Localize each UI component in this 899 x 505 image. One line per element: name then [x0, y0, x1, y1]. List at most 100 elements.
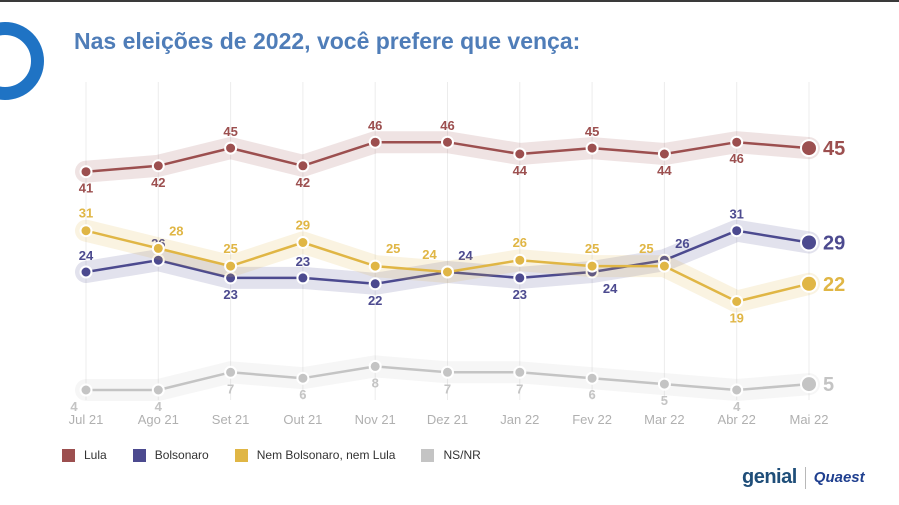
data-label-bolsonaro: 22 — [368, 293, 382, 308]
point-bolsonaro — [79, 265, 93, 279]
point-lula — [657, 147, 671, 161]
point-nem — [368, 259, 382, 273]
point-nem — [296, 236, 310, 249]
point-lula — [296, 159, 310, 173]
point-bolsonaro — [513, 271, 527, 285]
sponsor-logos: genial Quaest — [742, 466, 865, 489]
legend-label-nem: Nem Bolsonaro, nem Lula — [256, 448, 396, 462]
data-label-nsnr: 7 — [444, 381, 451, 396]
data-label-nsnr: 5 — [661, 393, 668, 408]
x-tick-label: Mar 22 — [644, 412, 684, 427]
legend-label-bolsonaro: Bolsonaro — [154, 448, 209, 462]
data-label-nsnr: 7 — [516, 381, 523, 396]
legend-label-lula: Lula — [84, 448, 107, 462]
point-nsnr — [800, 375, 818, 394]
point-nsnr — [151, 383, 165, 397]
data-label-nsnr: 4 — [155, 399, 163, 414]
data-label-lula: 46 — [729, 151, 743, 166]
point-nsnr — [79, 383, 93, 397]
point-nem — [730, 295, 744, 308]
point-lula — [800, 139, 818, 158]
data-label-bolsonaro: 23 — [296, 254, 310, 269]
legend-swatch-nsnr — [421, 448, 435, 462]
point-nsnr — [585, 371, 599, 385]
point-nsnr — [224, 365, 238, 379]
point-nsnr — [657, 377, 671, 391]
point-nsnr — [441, 365, 454, 379]
x-tick-label: Mai 22 — [789, 412, 828, 427]
data-label-bolsonaro: 24 — [603, 281, 618, 296]
data-label-lula: 44 — [657, 163, 672, 178]
data-label-nem: 28 — [169, 223, 183, 238]
x-tick-label: Dez 21 — [427, 412, 468, 427]
end-label-bolsonaro: 29 — [823, 233, 845, 255]
legend-swatch-nem — [234, 448, 248, 462]
data-label-lula: 42 — [151, 175, 165, 190]
legend: Lula Bolsonaro Nem Bolsonaro, nem Lula N… — [62, 448, 481, 462]
legend-item-nsnr: NS/NR — [421, 448, 481, 462]
data-label-lula: 44 — [513, 163, 528, 178]
data-label-nem: 31 — [79, 206, 93, 221]
x-tick-label: Abr 22 — [718, 412, 756, 427]
data-label-nem: 26 — [513, 235, 527, 250]
data-label-nsnr: 6 — [588, 387, 595, 402]
data-label-nem: 25 — [386, 241, 400, 256]
legend-label-nsnr: NS/NR — [443, 448, 481, 462]
data-label-nem: 25 — [223, 241, 237, 256]
point-nem — [79, 224, 93, 238]
data-label-lula: 46 — [368, 118, 382, 133]
point-nsnr — [730, 383, 744, 397]
data-label-bolsonaro: 24 — [79, 248, 94, 263]
point-lula — [368, 135, 382, 149]
data-label-nsnr: 4 — [70, 399, 78, 414]
point-nem — [441, 265, 454, 279]
x-tick-label: Fev 22 — [572, 412, 612, 427]
legend-swatch-lula — [62, 448, 75, 462]
point-nem — [800, 274, 818, 293]
point-nsnr — [513, 365, 527, 379]
point-nem — [224, 259, 238, 273]
data-label-lula: 42 — [296, 175, 310, 190]
point-bolsonaro — [296, 271, 310, 285]
data-label-nsnr: 7 — [227, 381, 234, 396]
end-label-lula: 45 — [823, 138, 845, 160]
data-label-nsnr: 6 — [299, 387, 306, 402]
x-tick-label: Set 21 — [212, 412, 250, 427]
point-nem — [513, 253, 527, 267]
quaest-logo: Quaest — [813, 469, 865, 486]
data-label-bolsonaro: 26 — [675, 236, 689, 251]
top-rule — [0, 0, 899, 2]
data-label-nem: 19 — [729, 311, 743, 326]
data-label-nem: 29 — [296, 218, 310, 233]
point-bolsonaro — [800, 233, 818, 252]
data-label-nsnr: 4 — [733, 399, 741, 414]
legend-item-bolsonaro: Bolsonaro — [132, 448, 209, 462]
chart-title: Nas eleições de 2022, você prefere que v… — [74, 28, 581, 54]
legend-item-nem: Nem Bolsonaro, nem Lula — [234, 448, 396, 462]
point-lula — [151, 159, 165, 173]
point-nem — [151, 241, 165, 255]
point-bolsonaro — [730, 224, 744, 238]
end-label-nsnr: 5 — [823, 374, 834, 396]
genial-logo: genial — [742, 466, 797, 488]
point-nem — [585, 259, 599, 273]
end-label-nem: 22 — [823, 274, 845, 296]
data-label-bolsonaro: 23 — [513, 287, 527, 302]
data-label-bolsonaro: 23 — [223, 287, 237, 302]
x-tick-label: Jul 21 — [69, 412, 104, 427]
logo-divider — [804, 466, 806, 489]
point-lula — [513, 147, 527, 161]
data-label-lula: 41 — [79, 181, 93, 196]
x-tick-label: Jan 22 — [500, 412, 539, 427]
data-label-nsnr: 8 — [372, 375, 379, 390]
data-label-lula: 46 — [440, 118, 454, 133]
data-label-lula: 45 — [223, 124, 237, 139]
point-lula — [585, 141, 599, 155]
data-label-nem: 25 — [639, 241, 653, 256]
x-tick-label: Out 21 — [283, 412, 322, 427]
point-lula — [441, 135, 454, 149]
data-label-lula: 45 — [585, 124, 599, 139]
point-lula — [730, 135, 744, 149]
data-label-nem: 24 — [422, 247, 437, 262]
